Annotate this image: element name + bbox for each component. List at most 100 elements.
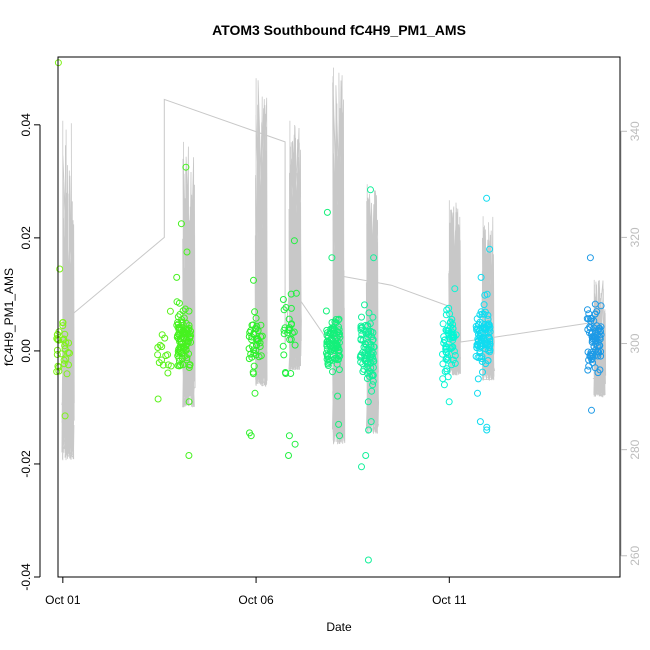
chart-title: ATOM3 Southbound fC4H9_PM1_AMS xyxy=(212,22,466,38)
data-point-6-75 xyxy=(366,368,374,376)
data-point-8-91 xyxy=(481,308,489,316)
data-point-3-39 xyxy=(257,321,265,329)
data-point-7-59 xyxy=(448,315,456,323)
data-point-2-93 xyxy=(177,220,185,228)
data-point-8-89 xyxy=(472,352,480,360)
data-point-2-80 xyxy=(186,361,194,369)
data-point-5-90 xyxy=(334,392,342,400)
data-point-1-15 xyxy=(166,307,174,315)
data-point-4-0 xyxy=(291,341,299,349)
data-point-9-46 xyxy=(596,335,604,343)
data-point-5-76 xyxy=(322,307,330,315)
data-point-7-23 xyxy=(451,352,459,359)
data-point-5-75 xyxy=(323,326,331,334)
data-point-1-10 xyxy=(164,369,172,377)
data-point-7-6 xyxy=(441,336,449,344)
data-point-2-92 xyxy=(182,163,190,171)
data-point-7-47 xyxy=(443,327,451,335)
data-point-9-73 xyxy=(597,331,605,339)
data-point-3-36 xyxy=(252,351,260,359)
data-point-4-6 xyxy=(280,351,288,359)
data-point-0-3 xyxy=(53,346,61,354)
data-point-6-84 xyxy=(360,343,368,351)
data-point-6-60 xyxy=(357,324,365,332)
data-point-0-11 xyxy=(65,361,72,369)
secondary-spike-1 xyxy=(182,141,196,408)
data-point-7-62 xyxy=(445,398,453,406)
data-point-9-66 xyxy=(583,315,591,323)
data-point-0-20 xyxy=(61,330,69,338)
data-point-2-88 xyxy=(181,305,189,313)
data-point-7-51 xyxy=(449,321,457,328)
data-point-4-20 xyxy=(286,336,294,344)
data-point-5-83 xyxy=(327,342,334,350)
data-point-4-25 xyxy=(282,370,290,377)
data-point-8-79 xyxy=(486,337,494,345)
data-point-6-88 xyxy=(367,418,375,426)
data-point-5-54 xyxy=(324,351,331,359)
data-point-4-28 xyxy=(291,440,299,448)
data-point-8-77 xyxy=(476,332,484,340)
y-tick-label-0: -0.04 xyxy=(19,563,33,591)
data-point-3-34 xyxy=(250,329,258,337)
data-point-7-20 xyxy=(443,354,451,362)
data-point-7-44 xyxy=(442,345,450,353)
data-point-6-78 xyxy=(359,360,367,368)
data-point-3-32 xyxy=(245,355,253,363)
data-point-5-38 xyxy=(323,332,331,339)
data-point-8-86 xyxy=(474,342,482,350)
data-point-8-93 xyxy=(476,353,484,361)
data-point-8-4 xyxy=(480,301,488,309)
data-point-0-27 xyxy=(55,336,63,344)
data-point-5-61 xyxy=(331,318,339,326)
data-point-8-32 xyxy=(473,326,481,334)
y-axis-label: fC4H9_PM1_AMS xyxy=(2,268,16,366)
data-point-9-64 xyxy=(591,300,599,308)
data-point-5-86 xyxy=(328,346,336,354)
data-point-7-8 xyxy=(449,343,457,351)
data-point-7-45 xyxy=(439,375,447,383)
data-point-3-27 xyxy=(248,336,256,344)
data-point-6-91 xyxy=(358,463,365,471)
data-point-8-99 xyxy=(476,418,484,426)
y-tick-label-3: 0.02 xyxy=(19,226,33,250)
data-point-6-74 xyxy=(364,358,372,366)
y2-tick-label-2: 300 xyxy=(628,333,642,353)
data-point-7-37 xyxy=(439,360,447,368)
data-point-8-7 xyxy=(474,375,482,383)
data-point-1-7 xyxy=(164,351,172,359)
data-point-2-78 xyxy=(185,307,193,315)
data-point-3-29 xyxy=(253,322,261,330)
x-axis-label: Date xyxy=(326,620,352,634)
data-point-6-76 xyxy=(361,301,368,309)
data-point-6-64 xyxy=(365,372,373,380)
data-point-1-8 xyxy=(164,361,172,369)
data-point-3-33 xyxy=(249,368,257,376)
data-point-2-65 xyxy=(183,340,191,348)
data-point-4-29 xyxy=(285,452,292,459)
data-point-0-0 xyxy=(59,322,67,330)
secondary-line xyxy=(62,98,595,351)
data-point-9-71 xyxy=(593,348,601,356)
data-point-9-80 xyxy=(588,406,595,414)
data-point-7-56 xyxy=(448,331,456,339)
data-point-6-63 xyxy=(368,333,376,341)
data-point-0-28 xyxy=(53,335,61,343)
data-point-5-78 xyxy=(330,326,337,333)
data-point-4-13 xyxy=(292,289,300,297)
data-point-5-79 xyxy=(334,316,342,324)
data-point-8-75 xyxy=(473,341,481,349)
data-point-9-31 xyxy=(597,323,605,331)
data-point-8-88 xyxy=(473,315,481,323)
data-point-9-75 xyxy=(586,324,594,332)
data-point-5-77 xyxy=(336,352,344,360)
data-point-2-90 xyxy=(185,398,193,406)
data-point-9-7 xyxy=(584,366,592,374)
data-point-6-69 xyxy=(363,375,371,382)
data-point-0-19 xyxy=(59,319,67,326)
scatter-points xyxy=(53,59,605,564)
data-point-0-22 xyxy=(53,331,61,339)
data-point-2-32 xyxy=(175,362,183,370)
data-point-6-85 xyxy=(364,398,372,406)
data-point-2-52 xyxy=(178,316,186,324)
